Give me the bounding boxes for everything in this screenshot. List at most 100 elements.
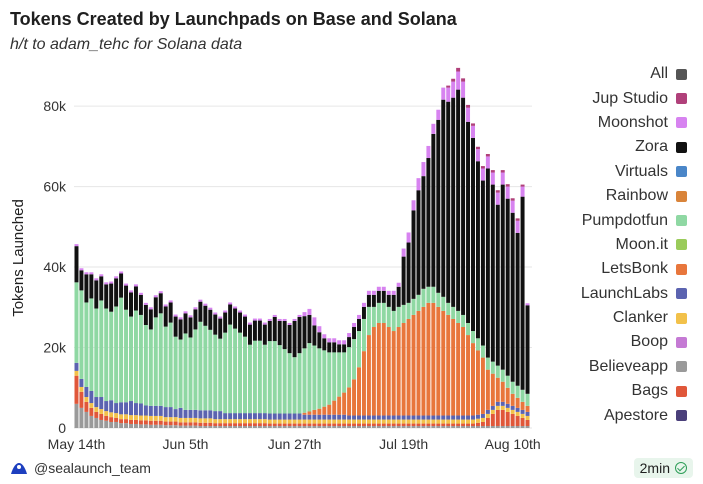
bar-segment-letsbonk[interactable] [357, 367, 361, 416]
bar-segment-bags[interactable] [188, 422, 193, 426]
bar-segment-launchlabs[interactable] [203, 410, 208, 419]
bar-segment-clanker[interactable] [361, 419, 366, 424]
bar-segment-launchlabs[interactable] [104, 401, 109, 412]
bar-segment-zora[interactable] [466, 121, 471, 323]
bar-segment-launchlabs[interactable] [292, 413, 297, 420]
bar-segment-zora[interactable] [411, 210, 416, 299]
bar-segment-believeapp[interactable] [272, 425, 277, 428]
bar-segment-pumpdotfun[interactable] [386, 306, 391, 328]
bar-segment-moonshot[interactable] [337, 340, 342, 345]
bar-segment-zora[interactable] [243, 316, 247, 337]
bar-segment-letsbonk[interactable] [312, 409, 317, 415]
bar-segment-launchlabs[interactable] [471, 415, 475, 420]
bar-segment-pumpdotfun[interactable] [158, 313, 163, 406]
bar-segment-zora[interactable] [143, 304, 148, 325]
bar-segment-believeapp[interactable] [84, 411, 89, 428]
bar-segment-zora[interactable] [317, 332, 322, 349]
bar-segment-clanker[interactable] [520, 413, 525, 418]
bar-segment-pumpdotfun[interactable] [480, 345, 485, 358]
bar-segment-clanker[interactable] [357, 419, 361, 424]
bar-segment-pumpdotfun[interactable] [436, 292, 441, 307]
bar-segment-launchlabs[interactable] [183, 409, 188, 418]
bar-segment-moonshot[interactable] [133, 284, 138, 287]
bar-segment-moonshot[interactable] [119, 271, 124, 274]
bar-segment-moonshot[interactable] [198, 299, 203, 302]
bar-segment-pumpdotfun[interactable] [371, 306, 376, 328]
bar-segment-believeapp[interactable] [267, 425, 272, 428]
bar-segment-launchlabs[interactable] [366, 415, 371, 420]
bar-segment-launchlabs[interactable] [386, 415, 391, 420]
bar-segment-bags[interactable] [441, 423, 446, 426]
bar-segment-launchlabs[interactable] [322, 414, 327, 420]
bar-segment-moonshot[interactable] [138, 292, 143, 295]
bar-segment-clanker[interactable] [396, 419, 401, 424]
legend-item-all[interactable]: All [650, 62, 687, 86]
bar-segment-launchlabs[interactable] [198, 410, 203, 419]
bar-segment-believeapp[interactable] [228, 425, 233, 428]
bar-segment-believeapp[interactable] [148, 424, 153, 428]
bar-segment-believeapp[interactable] [183, 425, 188, 428]
bar-segment-clanker[interactable] [347, 419, 352, 424]
bar-segment-believeapp[interactable] [153, 424, 158, 428]
bar-segment-zora[interactable] [297, 316, 302, 354]
bar-segment-moonshot[interactable] [183, 311, 188, 314]
bar-segment-clanker[interactable] [257, 419, 262, 424]
bar-segment-bags[interactable] [168, 421, 173, 426]
bar-segment-bags[interactable] [138, 420, 143, 425]
bar-segment-moonshot[interactable] [208, 307, 213, 310]
bar-segment-zora[interactable] [525, 305, 530, 394]
bar-segment-zora[interactable] [119, 273, 124, 298]
bar-segment-launchlabs[interactable] [257, 413, 262, 420]
bar-segment-zora[interactable] [510, 212, 515, 382]
bar-segment-bags[interactable] [247, 423, 252, 426]
bar-segment-moonshot[interactable] [148, 307, 153, 310]
bar-segment-bags[interactable] [376, 423, 381, 426]
bar-segment-zora[interactable] [436, 119, 441, 293]
bar-segment-bags[interactable] [238, 423, 243, 426]
bar-segment-letsbonk[interactable] [381, 322, 386, 416]
bar-segment-zora[interactable] [262, 324, 267, 345]
bar-segment-zora[interactable] [114, 278, 119, 307]
bar-segment-launchlabs[interactable] [287, 413, 292, 420]
bar-segment-believeapp[interactable] [421, 425, 426, 428]
bar-segment-zora[interactable] [173, 316, 178, 337]
bar-segment-launchlabs[interactable] [133, 403, 138, 416]
bar-segment-launchlabs[interactable] [500, 401, 505, 406]
bar-segment-believeapp[interactable] [158, 424, 163, 428]
bar-segment-clanker[interactable] [337, 419, 342, 424]
bar-segment-clanker[interactable] [322, 419, 327, 424]
bar-segment-moonshot[interactable] [129, 290, 133, 293]
legend-item-apestore[interactable]: Apestore [604, 403, 687, 427]
bar-segment-moonshot[interactable] [223, 310, 228, 313]
bar-segment-clanker[interactable] [441, 419, 446, 424]
bar-segment-believeapp[interactable] [520, 425, 525, 428]
bar-segment-zora[interactable] [500, 184, 505, 370]
bar-segment-zora[interactable] [416, 190, 421, 295]
bar-segment-zora[interactable] [138, 294, 143, 315]
bar-segment-launchlabs[interactable] [376, 415, 381, 420]
bar-segment-zora[interactable] [188, 317, 193, 338]
bar-segment-letsbonk[interactable] [510, 393, 515, 406]
bar-segment-bags[interactable] [431, 423, 436, 426]
bar-segment-letsbonk[interactable] [406, 318, 411, 416]
bar-segment-clanker[interactable] [451, 419, 456, 424]
bar-segment-moonshot[interactable] [203, 303, 208, 306]
bar-segment-bags[interactable] [337, 423, 342, 426]
bar-segment-zora[interactable] [178, 319, 183, 340]
bar-segment-zora[interactable] [252, 320, 257, 341]
bar-segment-clanker[interactable] [500, 405, 505, 410]
bar-segment-believeapp[interactable] [352, 425, 357, 428]
bar-segment-bags[interactable] [228, 423, 233, 426]
bar-segment-moonshot[interactable] [431, 123, 436, 134]
bar-segment-clanker[interactable] [104, 411, 109, 416]
bar-segment-pumpdotfun[interactable] [515, 385, 520, 398]
bar-segment-bags[interactable] [436, 423, 441, 426]
legend-item-launchlabs[interactable]: LaunchLabs [581, 282, 687, 306]
bar-segment-moonshot[interactable] [357, 314, 361, 319]
bar-segment-bags[interactable] [292, 423, 297, 426]
bar-segment-launchlabs[interactable] [247, 413, 252, 420]
bar-segment-zora[interactable] [158, 293, 163, 314]
bar-segment-clanker[interactable] [148, 415, 153, 421]
bar-segment-clanker[interactable] [446, 419, 451, 424]
bar-segment-pumpdotfun[interactable] [109, 311, 114, 401]
